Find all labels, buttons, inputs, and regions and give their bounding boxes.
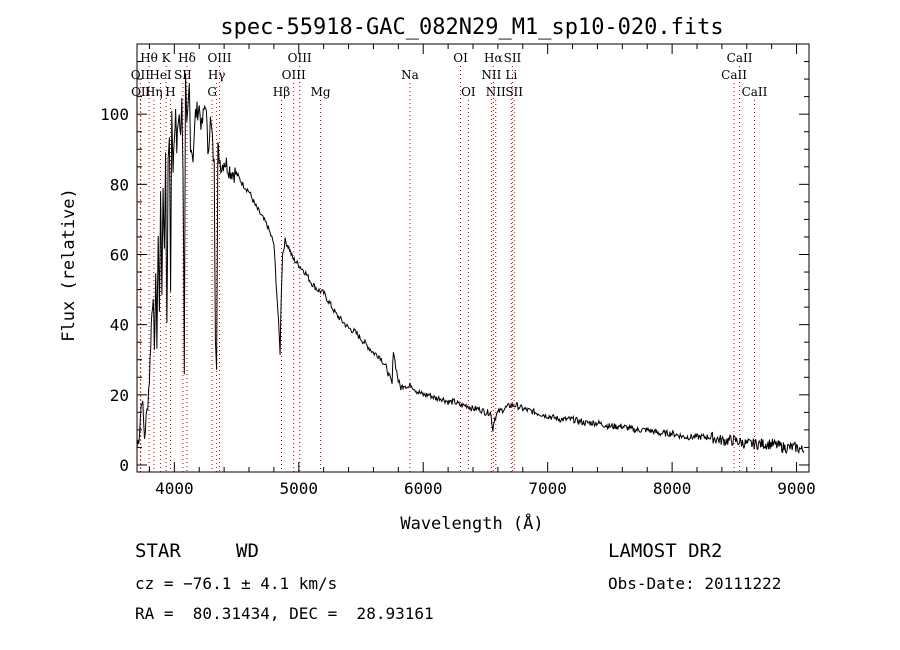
line-marker-label: CaII [742, 85, 768, 99]
line-marker-label: NII [481, 68, 501, 82]
x-tick-label: 8000 [653, 479, 692, 498]
line-marker-label: SII [505, 85, 523, 99]
x-tick-label: 6000 [404, 479, 443, 498]
y-tick-label: 40 [110, 316, 129, 335]
y-tick-label: 0 [119, 456, 129, 475]
line-marker-label: Mg [311, 85, 331, 99]
observation-date: Obs-Date: 20111222 [608, 574, 782, 593]
line-marker-label: OIII [207, 51, 231, 65]
x-axis-label: Wavelength (Å) [400, 512, 543, 534]
line-marker-label: Hη [145, 85, 163, 99]
line-marker-label: SII [174, 68, 192, 82]
line-marker-label: Hδ [178, 51, 196, 65]
object-type: STAR [135, 540, 181, 562]
spectrum-series [136, 73, 805, 454]
line-marker-label: OIII [288, 51, 312, 65]
x-tick-label: 7000 [528, 479, 567, 498]
redshift-velocity: cz = −76.1 ± 4.1 km/s [135, 574, 338, 593]
x-tick-label: 4000 [155, 479, 194, 498]
sky-coordinates: RA = 80.31434, DEC = 28.93161 [135, 604, 434, 623]
line-marker-label: OIII [282, 68, 306, 82]
line-marker-label: G [207, 85, 217, 99]
line-marker-label: OI [453, 51, 468, 65]
line-marker-label: Hα [484, 51, 503, 65]
line-marker-label: H [165, 85, 175, 99]
line-marker-label: Hγ [208, 68, 226, 82]
y-tick-label: 20 [110, 386, 129, 405]
spectrum-line [136, 73, 805, 454]
line-marker-label: CaII [727, 51, 753, 65]
line-marker-label: Hβ [273, 85, 290, 99]
y-tick-label: 80 [110, 175, 129, 194]
x-tick-label: 9000 [777, 479, 816, 498]
line-marker-label: K [162, 51, 172, 65]
line-marker-label: Li [505, 68, 517, 82]
line-marker-label: NII [486, 85, 506, 99]
object-subclass: WD [236, 540, 259, 562]
line-marker-label: Hθ [140, 51, 158, 65]
plot-axes: 4000 5000 6000 7000 8000 9000 0 20 40 60 80 100 [100, 43, 816, 498]
y-axis-label: Flux (relative) [59, 188, 79, 342]
y-tick-label: 100 [100, 105, 129, 124]
line-marker-label: SII [504, 51, 522, 65]
line-marker-label: OII [131, 68, 151, 82]
y-tick-label: 60 [110, 245, 129, 264]
x-tick-label: 5000 [280, 479, 319, 498]
survey-name: LAMOST DR2 [608, 540, 723, 562]
line-marker-label: OI [461, 85, 476, 99]
line-marker-label: HeI [149, 68, 172, 82]
line-marker-label: Na [401, 68, 419, 82]
spectral-line-markers: Hθ OII OII K HeI Hη SII H Hδ OIII Hγ G Hβ OIII OIII Mg N… [131, 51, 768, 472]
line-marker-label: CaII [721, 68, 747, 82]
chart-title: spec-55918-GAC_082N29_M1_sp10-020.fits [220, 15, 723, 40]
line-marker-label: OII [131, 85, 151, 99]
